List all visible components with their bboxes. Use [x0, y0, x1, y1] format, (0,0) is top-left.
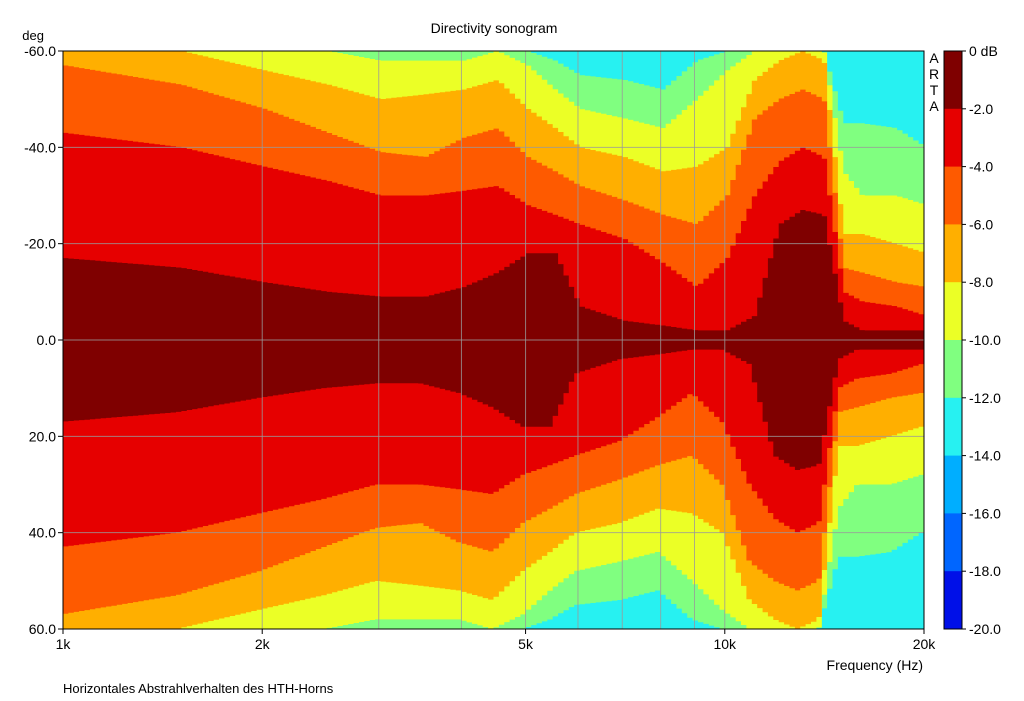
x-axis: 1k 2k 5k 10k 20k	[56, 629, 937, 652]
colorbar-segment	[944, 571, 962, 630]
watermark-letter: T	[930, 82, 939, 98]
colorbar-label: -16.0	[969, 505, 1001, 521]
footer-caption: Horizontales Abstrahlverhalten des HTH-H…	[63, 681, 334, 696]
colorbar-label: -20.0	[969, 621, 1001, 637]
x-axis-label: Frequency (Hz)	[827, 657, 923, 673]
colorbar-label: -8.0	[969, 274, 993, 290]
colorbar-segment	[944, 282, 962, 341]
y-axis: -60.0 -40.0 -20.0 0.0 20.0 40.0 60.0	[24, 43, 63, 637]
colorbar-label: -4.0	[969, 159, 993, 175]
y-axis-label: deg	[22, 28, 44, 43]
chart-title: Directivity sonogram	[431, 20, 558, 36]
watermark-letter: A	[929, 98, 939, 114]
x-tick-label: 5k	[518, 636, 534, 652]
colorbar-segment	[944, 397, 962, 457]
colorbar-label: -6.0	[969, 216, 993, 232]
colorbar-label: -2.0	[969, 101, 993, 117]
watermark-letter: R	[929, 66, 939, 82]
colorbar-label: -12.0	[969, 390, 1001, 406]
colorbar-label: -18.0	[969, 563, 1001, 579]
colorbar-segment	[944, 455, 962, 514]
y-tick-label: -20.0	[24, 236, 56, 252]
colorbar-segment	[944, 108, 962, 168]
colorbar-segment	[944, 166, 962, 225]
colorbar-label: -10.0	[969, 332, 1001, 348]
y-tick-label: -40.0	[24, 139, 56, 155]
y-tick-label: -60.0	[24, 43, 56, 59]
colorbar-segment	[944, 513, 962, 572]
y-tick-label: 40.0	[29, 525, 56, 541]
x-tick-label: 2k	[255, 636, 271, 652]
grid-lines	[63, 51, 924, 629]
watermark-letter: A	[929, 50, 939, 66]
x-tick-label: 10k	[713, 636, 737, 652]
colorbar-label: -14.0	[969, 448, 1001, 464]
y-tick-label: 60.0	[29, 621, 56, 637]
colorbar-label: 0 dB	[969, 43, 998, 59]
colorbar-segment	[944, 224, 962, 283]
color-legend: 0 dB -2.0 -4.0 -6.0 -8.0 -10.0 -12.0 -14.0 -16.0…	[943, 43, 1001, 637]
colorbar-segment	[944, 340, 962, 399]
y-tick-label: 20.0	[29, 428, 56, 444]
y-tick-label: 0.0	[37, 332, 57, 348]
x-tick-label: 1k	[56, 636, 72, 652]
x-tick-label: 20k	[913, 636, 937, 652]
colorbar-segment	[944, 51, 962, 110]
